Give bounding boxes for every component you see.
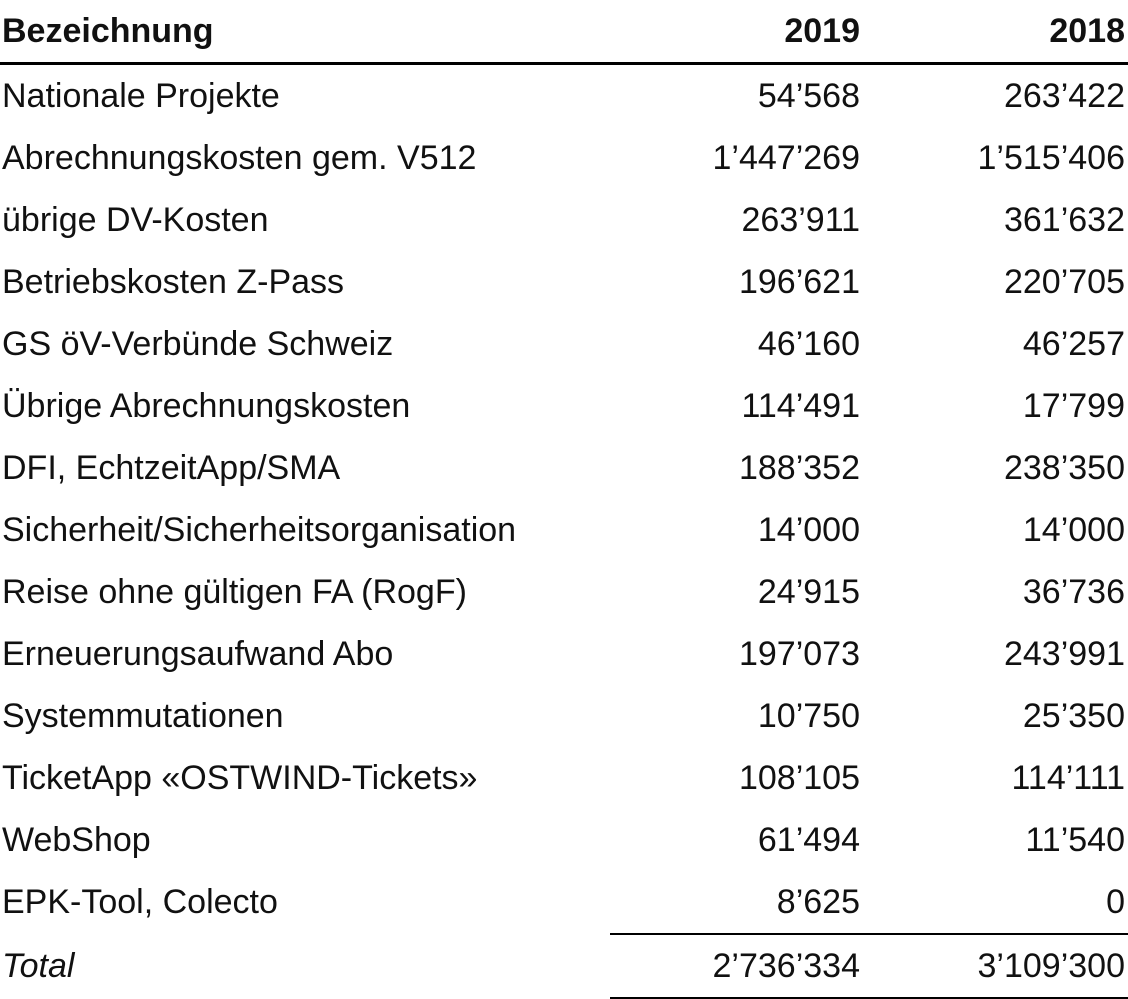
table-row: Abrechnungskosten gem. V512 1’447’269 1’… xyxy=(0,127,1128,189)
row-label: GS öV-Verbünde Schweiz xyxy=(2,324,394,363)
value-2018: 0 xyxy=(1106,882,1125,921)
row-label: DFI, EchtzeitApp/SMA xyxy=(2,448,341,487)
table-row: WebShop 61’494 11’540 xyxy=(0,809,1128,871)
value-2018: 243’991 xyxy=(1003,634,1125,673)
table-row: Sicherheit/Sicherheitsorganisation 14’00… xyxy=(0,499,1128,561)
value-2018: 238’350 xyxy=(1003,448,1125,487)
table-row: Betriebskosten Z-Pass 196’621 220’705 xyxy=(0,251,1128,313)
table-row: EPK-Tool, Colecto 8’625 0 xyxy=(0,871,1128,934)
row-label: Abrechnungskosten gem. V512 xyxy=(2,138,477,177)
row-label: Betriebskosten Z-Pass xyxy=(2,262,345,301)
table-row: Übrige Abrechnungskosten 114’491 17’799 xyxy=(0,375,1128,437)
value-2018: 1’515’406 xyxy=(977,138,1125,177)
value-2019: 24’915 xyxy=(757,572,860,611)
value-2019: 54’568 xyxy=(757,76,860,115)
value-2019: 114’491 xyxy=(741,386,861,425)
row-label: EPK-Tool, Colecto xyxy=(2,883,278,921)
value-2019: 196’621 xyxy=(738,262,860,301)
value-2018: 11’540 xyxy=(1025,820,1125,859)
value-2019: 8’625 xyxy=(776,882,860,921)
table-row: Systemmutationen 10’750 25’350 xyxy=(0,685,1128,747)
total-label: Total xyxy=(2,946,75,985)
value-2018: 114’111 xyxy=(1011,758,1125,797)
table-row: Nationale Projekte 54’568 263’422 xyxy=(0,64,1128,128)
value-2018: 361’632 xyxy=(1003,200,1125,239)
row-label: TicketApp «OSTWIND-Tickets» xyxy=(2,758,478,797)
value-2018: 46’257 xyxy=(1022,324,1125,363)
column-header-2018: 2018 xyxy=(860,0,1128,65)
table-row: TicketApp «OSTWIND-Tickets» 108’105 114’… xyxy=(0,747,1128,809)
row-label: WebShop xyxy=(2,820,151,859)
total-value-2019: 2’736’334 xyxy=(610,933,860,999)
value-2019: 263’911 xyxy=(741,200,861,239)
table-row: DFI, EchtzeitApp/SMA 188’352 238’350 xyxy=(0,437,1128,499)
row-label: übrige DV-Kosten xyxy=(2,200,269,239)
row-label: Sicherheit/Sicherheitsorganisation xyxy=(2,510,517,549)
value-2019: 197’073 xyxy=(738,634,860,673)
table-row: Erneuerungsaufwand Abo 197’073 243’991 xyxy=(0,623,1128,685)
total-row: Total 2’736’334 3’109’300 xyxy=(0,933,1128,999)
value-2019: 188’352 xyxy=(738,448,860,487)
value-2018: 14’000 xyxy=(1022,510,1125,549)
value-2018: 25’350 xyxy=(1022,696,1125,735)
value-2019: 46’160 xyxy=(757,324,860,363)
row-label: Übrige Abrechnungskosten xyxy=(2,386,411,425)
row-label: Systemmutationen xyxy=(2,696,284,735)
table-row: Reise ohne gültigen FA (RogF) 24’915 36’… xyxy=(0,561,1128,623)
value-2019: 1’447’269 xyxy=(712,138,860,177)
total-value-2018: 3’109’300 xyxy=(860,933,1128,999)
row-label: Nationale Projekte xyxy=(2,76,280,115)
table-row: GS öV-Verbünde Schweiz 46’160 46’257 xyxy=(0,313,1128,375)
column-header-2019: 2019 xyxy=(610,0,860,65)
row-label: Erneuerungsaufwand Abo xyxy=(2,634,394,673)
header-row: Bezeichnung 2019 2018 xyxy=(0,0,1128,65)
column-header-bezeichnung: Bezeichnung xyxy=(0,0,610,65)
value-2019: 108’105 xyxy=(738,758,860,797)
value-2019: 14’000 xyxy=(757,510,860,549)
value-2019: 61’494 xyxy=(757,820,860,859)
value-2019: 10’750 xyxy=(757,696,860,735)
value-2018: 263’422 xyxy=(1003,76,1125,115)
value-2018: 220’705 xyxy=(1003,262,1125,301)
value-2018: 36’736 xyxy=(1022,572,1125,611)
row-label: Reise ohne gültigen FA (RogF) xyxy=(2,572,467,611)
table-row: übrige DV-Kosten 263’911 361’632 xyxy=(0,189,1128,251)
value-2018: 17’799 xyxy=(1022,386,1125,425)
